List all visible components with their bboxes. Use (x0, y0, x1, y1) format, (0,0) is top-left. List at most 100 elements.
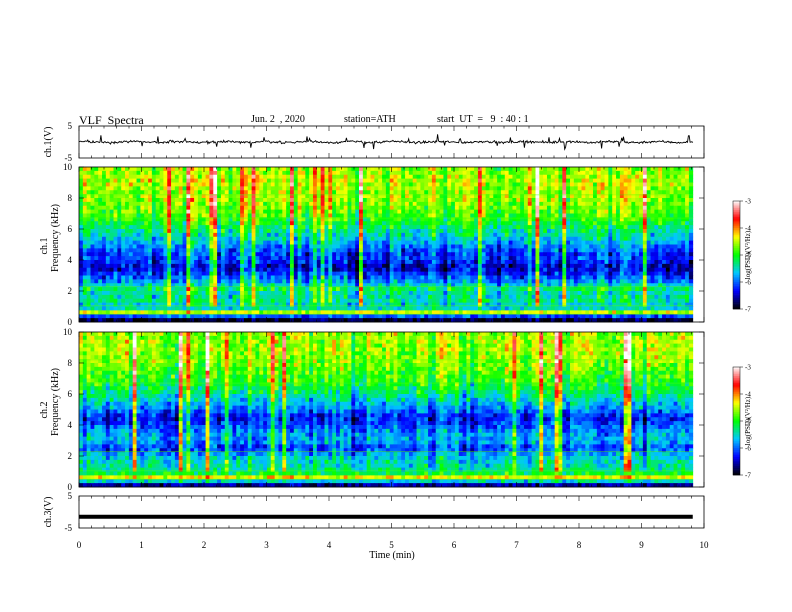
heatmap-cell (274, 205, 279, 211)
heatmap-cell (90, 174, 95, 180)
heatmap-cell (94, 279, 99, 284)
heatmap-cell (220, 236, 226, 242)
heatmap-cell (500, 240, 506, 245)
heatmap-cell (477, 201, 483, 207)
heatmap-cell (558, 190, 563, 195)
heatmap-cell (439, 182, 444, 187)
heatmap-cell (213, 248, 218, 253)
heatmap-cell (688, 209, 694, 214)
heatmap-cell (320, 275, 325, 280)
heatmap-cell (558, 244, 563, 249)
heatmap-cell (213, 209, 218, 214)
heatmap-cell (174, 244, 180, 249)
heatmap-cell (416, 248, 421, 253)
heatmap-cell (224, 190, 230, 195)
heatmap-cell (481, 244, 487, 249)
heatmap-cell (665, 267, 671, 273)
heatmap-cell (243, 267, 249, 273)
heatmap-cell (293, 174, 299, 180)
heatmap-cell (500, 167, 506, 172)
heatmap-cell (90, 236, 95, 242)
heatmap-cell (121, 232, 126, 238)
heatmap-cell (282, 174, 287, 180)
heatmap-cell (539, 236, 544, 242)
heatmap-cell (527, 232, 533, 238)
heatmap-cell (174, 186, 180, 191)
heatmap-cell (397, 225, 402, 230)
heatmap-cell (217, 201, 222, 207)
heatmap-cell (228, 194, 233, 199)
heatmap-cell (462, 167, 467, 172)
heatmap-cell (301, 174, 306, 180)
heatmap-cell (336, 190, 341, 195)
heatmap-cell (627, 279, 632, 284)
heatmap-cell (347, 279, 352, 284)
heatmap-cell (389, 186, 394, 191)
heatmap-cell (673, 167, 678, 172)
heatmap-cell (378, 190, 383, 195)
heatmap-cell (412, 225, 417, 230)
heatmap-cell (627, 217, 632, 222)
heatmap-cell (94, 229, 99, 234)
heatmap-cell (424, 217, 429, 222)
heatmap-cell (293, 263, 299, 269)
heatmap-cell (520, 217, 525, 222)
heatmap-cell (462, 271, 467, 276)
heatmap-cell (439, 244, 444, 249)
heatmap-cell (220, 217, 226, 222)
heatmap-cell (504, 256, 510, 261)
heatmap-cell (171, 182, 176, 187)
heatmap-cell (243, 194, 249, 199)
heatmap-cell (259, 190, 264, 195)
heatmap-cell (619, 201, 625, 207)
heatmap-cell (286, 252, 291, 257)
heatmap-cell (428, 209, 433, 214)
heatmap-cell (79, 221, 84, 226)
heatmap-cell (159, 167, 164, 172)
heatmap-cell (263, 190, 268, 195)
heatmap-cell (677, 182, 682, 187)
heatmap-cell (109, 236, 114, 242)
heatmap-cell (600, 182, 605, 187)
heatmap-cell (197, 198, 203, 203)
heatmap-cell (646, 167, 651, 172)
heatmap-cell (627, 190, 632, 195)
heatmap-cell (650, 244, 655, 249)
heatmap-cell (194, 198, 199, 203)
heatmap-cell (178, 182, 183, 187)
heatmap-cell (167, 236, 172, 242)
heatmap-cell (443, 209, 448, 214)
heatmap-cell (573, 186, 579, 191)
heatmap-cell (316, 279, 322, 284)
heatmap-cell (362, 213, 368, 218)
heatmap-cell (439, 275, 444, 280)
heatmap-cell (324, 279, 329, 284)
heatmap-cell (316, 244, 322, 249)
heatmap-cell (681, 248, 686, 253)
heatmap-cell (608, 167, 613, 172)
heatmap-cell (447, 221, 452, 226)
heatmap-cell (240, 205, 245, 211)
heatmap-cell (113, 170, 118, 176)
heatmap-cell (282, 240, 287, 245)
heatmap-cell (474, 170, 479, 176)
heatmap-cell (573, 209, 579, 214)
heatmap-cell (435, 283, 440, 288)
heatmap-cell (228, 217, 233, 222)
heatmap-cell (688, 167, 694, 172)
heatmap-cell (382, 225, 387, 230)
heatmap-cell (658, 260, 663, 265)
heatmap-cell (266, 198, 272, 203)
heatmap-cell (163, 279, 168, 284)
heatmap-cell (286, 271, 291, 276)
heatmap-cell (266, 271, 272, 276)
heatmap-cell (493, 279, 498, 284)
heatmap-cell (194, 182, 199, 187)
heatmap-cell (205, 271, 210, 276)
heatmap-cell (309, 170, 314, 176)
heatmap-cell (79, 201, 84, 207)
heatmap-cell (366, 221, 371, 226)
heatmap-cell (255, 240, 260, 245)
heatmap-cell (232, 221, 237, 226)
heatmap-cell (631, 263, 636, 269)
